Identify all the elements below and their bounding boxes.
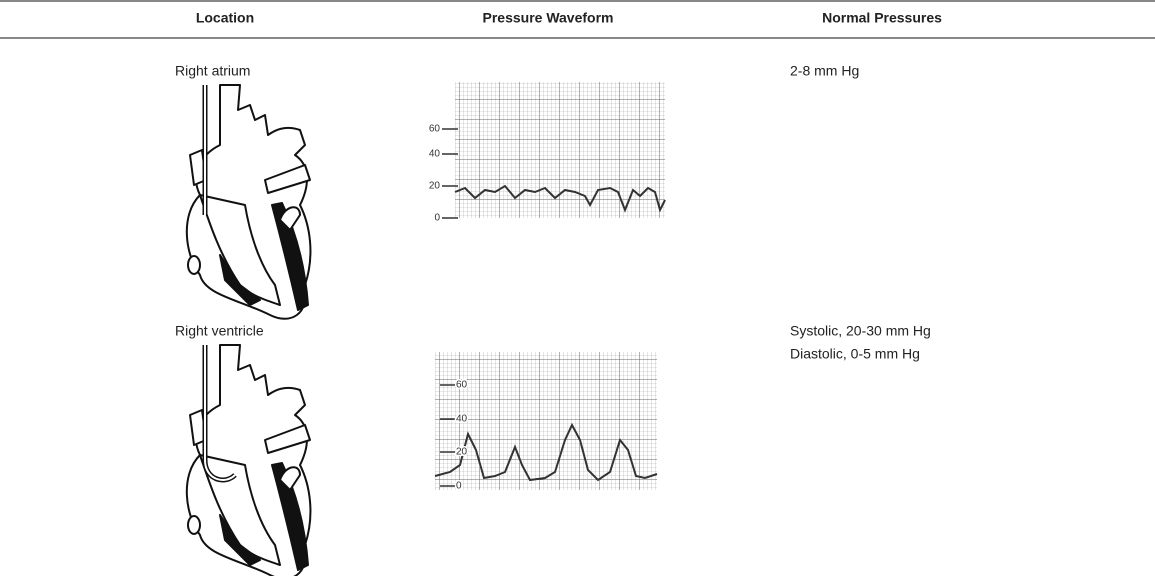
tick-label: 20 bbox=[429, 181, 441, 192]
header-cell: Normal Pressures bbox=[822, 10, 942, 26]
waveform bbox=[434, 422, 658, 482]
tick-label: 60 bbox=[456, 380, 468, 391]
pressure: Diastolic, 0-5 mm Hg bbox=[790, 346, 920, 362]
tick-label: 20 bbox=[456, 447, 468, 458]
tick-label: 0 bbox=[456, 481, 462, 492]
tick-label: 40 bbox=[429, 149, 441, 160]
pressure: 2-8 mm Hg bbox=[790, 63, 859, 79]
location: Right ventricle bbox=[175, 323, 264, 339]
tick-label: 0 bbox=[434, 213, 440, 224]
waveform-grid bbox=[435, 352, 657, 490]
waveform-grid bbox=[455, 82, 665, 218]
tick-label: 40 bbox=[456, 414, 468, 425]
pressure: Systolic, 20-30 mm Hg bbox=[790, 323, 931, 339]
waveform bbox=[454, 184, 666, 213]
tick-label: 60 bbox=[429, 124, 441, 135]
location: Right atrium bbox=[175, 63, 250, 79]
header-cell: Location bbox=[196, 10, 254, 26]
header-cell: Pressure Waveform bbox=[483, 10, 614, 26]
